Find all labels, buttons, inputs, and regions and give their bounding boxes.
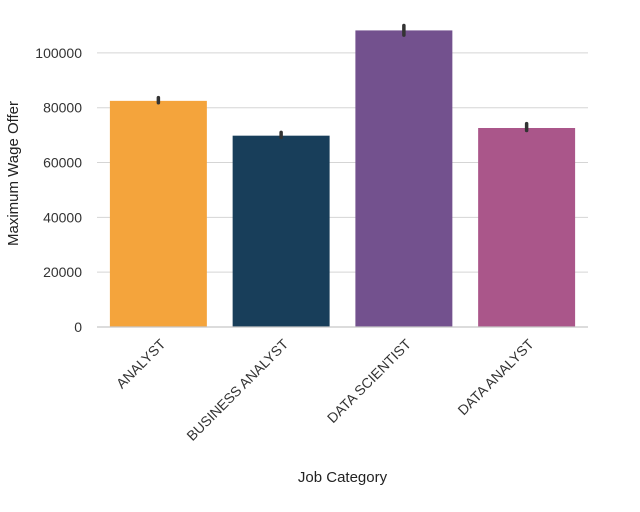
- error-bars: [156, 23, 529, 140]
- x-tick-labels: ANALYST BUSINESS ANALYST DATA SCIENTIST DAT…: [113, 335, 537, 443]
- bar-data-scientist: [355, 30, 453, 327]
- y-tick-label-5: 100000: [35, 45, 82, 61]
- x-tick-label-2: DATA SCIENTIST: [324, 335, 414, 425]
- x-tick-label-0: ANALYST: [113, 335, 169, 391]
- y-tick-label-1: 20000: [43, 264, 82, 280]
- watermark: 悟空问答: [561, 482, 626, 499]
- bars: [109, 30, 576, 328]
- bar-analyst: [109, 100, 207, 328]
- y-tick-labels: 0 20000 40000 60000 80000 100000: [35, 45, 82, 335]
- y-tick-label-4: 80000: [43, 100, 82, 116]
- bar-business-analyst: [232, 135, 330, 327]
- x-tick-label-1: BUSINESS ANALYST: [183, 335, 291, 443]
- bar-data-analyst: [478, 127, 576, 327]
- y-axis-label: Maximum Wage Offer: [5, 101, 22, 246]
- y-tick-label-2: 40000: [43, 209, 82, 225]
- x-axis-label: Job Category: [298, 469, 388, 486]
- y-tick-label-3: 60000: [43, 155, 82, 171]
- x-tick-label-3: DATA ANALYST: [454, 335, 537, 418]
- y-tick-label-0: 0: [74, 319, 82, 335]
